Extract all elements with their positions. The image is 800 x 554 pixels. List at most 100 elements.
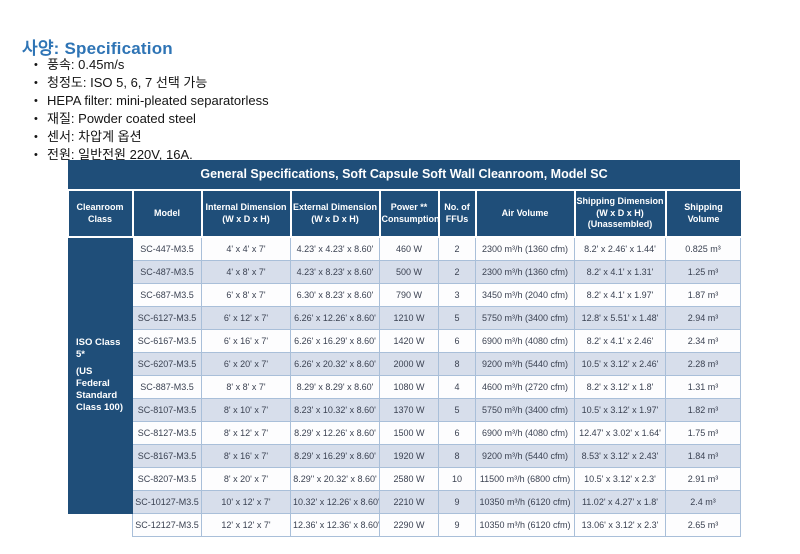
ffu-count-cell: 2 [438,260,476,284]
air-volume-cell: 4600 m³/h (2720 cfm) [475,375,575,399]
external-dimension-cell: 8.29' x 16.29' x 8.60' [290,444,380,468]
model-cell: SC-8207-M3.5 [132,467,202,491]
power-consumption-cell: 1500 W [379,421,439,445]
power-consumption-cell: 500 W [379,260,439,284]
spec-bullet-list-top: 풍속: 0.45m/s 청정도: ISO 5, 6, 7 선택 가능 HEPA … [34,56,269,110]
shipping-volume-cell: 1.75 m³ [665,421,741,445]
ffu-count-cell: 2 [438,236,476,261]
air-volume-cell: 6900 m³/h (4080 cfm) [475,421,575,445]
column-header-power-consumption: Power ** Consumption [378,191,440,238]
model-cell: SC-8107-M3.5 [132,398,202,422]
air-volume-cell: 11500 m³/h (6800 cfm) [475,467,575,491]
ffu-count-cell: 9 [438,513,476,537]
table-row: SC-887-M3.5 8' x 8' x 7' 8.29' x 8.29' x 8… [69,375,741,399]
ffu-count-cell: 3 [438,283,476,307]
column-header-internal-dimension: Internal Dimension (W x D x H) [200,191,292,238]
internal-dimension-cell: 10' x 12' x 7' [201,490,291,514]
table-row: SC-8207-M3.5 8' x 20' x 7' 8.29'' x 20.32'… [69,467,741,491]
column-header-ffu-count: No. of FFUs [437,191,477,238]
cleanroom-class-line: ISO Class 5* [76,337,121,361]
shipping-volume-cell: 1.82 m³ [665,398,741,422]
spec-table-grid: Cleanroom Class Model Internal Dimension… [68,191,741,537]
shipping-volume-cell: 1.84 m³ [665,444,741,468]
external-dimension-cell: 8.29' x 12.26' x 8.60' [290,421,380,445]
shipping-volume-cell: 2.94 m³ [665,306,741,330]
shipping-dimension-cell: 13.06' x 3.12' x 2.3' [574,513,666,537]
cleanroom-class-empty-cell [68,513,133,537]
bullet-item: 청정도: ISO 5, 6, 7 선택 가능 [34,74,269,92]
shipping-dimension-cell: 8.2' x 3.12' x 1.8' [574,375,666,399]
table-header-row: Cleanroom Class Model Internal Dimension… [68,191,741,238]
air-volume-cell: 2300 m³/h (1360 cfm) [475,236,575,261]
air-volume-cell: 6900 m³/h (4080 cfm) [475,329,575,353]
model-cell: SC-12127-M3.5 [132,513,202,537]
spec-bullet-list-bottom: 재질: Powder coated steel 센서: 차압계 옵션 전원: 일… [34,110,196,164]
internal-dimension-cell: 8' x 12' x 7' [201,421,291,445]
ffu-count-cell: 5 [438,306,476,330]
model-cell: SC-447-M3.5 [132,236,202,261]
shipping-volume-cell: 2.34 m³ [665,329,741,353]
internal-dimension-cell: 8' x 16' x 7' [201,444,291,468]
ffu-count-cell: 9 [438,490,476,514]
internal-dimension-cell: 6' x 12' x 7' [201,306,291,330]
table-row: SC-687-M3.5 6' x 8' x 7' 6.30' x 8.23' x 8… [69,283,741,307]
spec-table-body: ISO Class 5* (US Federal Standard Class 1… [68,236,741,537]
internal-dimension-cell: 6' x 8' x 7' [201,283,291,307]
cleanroom-class-line: (US Federal Standard Class 100) [76,366,124,413]
model-cell: SC-6127-M3.5 [132,306,202,330]
cleanroom-class-cell: ISO Class 5* (US Federal Standard Class 1… [68,236,133,514]
ffu-count-cell: 5 [438,398,476,422]
power-consumption-cell: 1370 W [379,398,439,422]
ffu-count-cell: 4 [438,375,476,399]
power-consumption-cell: 790 W [379,283,439,307]
power-consumption-cell: 1920 W [379,444,439,468]
column-header-air-volume: Air Volume [474,191,576,238]
internal-dimension-cell: 12' x 12' x 7' [201,513,291,537]
power-consumption-cell: 1080 W [379,375,439,399]
internal-dimension-cell: 4' x 4' x 7' [201,236,291,261]
air-volume-cell: 5750 m³/h (3400 cfm) [475,398,575,422]
model-cell: SC-887-M3.5 [132,375,202,399]
internal-dimension-cell: 8' x 8' x 7' [201,375,291,399]
shipping-volume-cell: 2.4 m³ [665,490,741,514]
external-dimension-cell: 4.23' x 4.23' x 8.60' [290,236,380,261]
external-dimension-cell: 6.26' x 20.32' x 8.60' [290,352,380,376]
shipping-volume-cell: 2.28 m³ [665,352,741,376]
model-cell: SC-8127-M3.5 [132,421,202,445]
column-header-shipping-volume: Shipping Volume [664,191,741,238]
power-consumption-cell: 2580 W [379,467,439,491]
internal-dimension-cell: 6' x 20' x 7' [201,352,291,376]
air-volume-cell: 5750 m³/h (3400 cfm) [475,306,575,330]
ffu-count-cell: 6 [438,421,476,445]
external-dimension-cell: 12.36' x 12.36' x 8.60' [290,513,380,537]
air-volume-cell: 9200 m³/h (5440 cfm) [475,444,575,468]
shipping-dimension-cell: 8.2' x 2.46' x 1.44' [574,236,666,261]
bullet-item: 전원: 일반전원 220V, 16A. [34,146,196,164]
shipping-dimension-cell: 8.2' x 4.1' x 1.31' [574,260,666,284]
model-cell: SC-6167-M3.5 [132,329,202,353]
ffu-count-cell: 8 [438,352,476,376]
table-row: SC-6167-M3.5 6' x 16' x 7' 6.26' x 16.29' … [69,329,741,353]
shipping-volume-cell: 1.25 m³ [665,260,741,284]
air-volume-cell: 3450 m³/h (2040 cfm) [475,283,575,307]
external-dimension-cell: 8.29' x 8.29' x 8.60' [290,375,380,399]
table-row: SC-6207-M3.5 6' x 20' x 7' 6.26' x 20.32' … [69,352,741,376]
page-title: 사양: Specification [22,39,173,58]
model-cell: SC-487-M3.5 [132,260,202,284]
shipping-dimension-cell: 8.53' x 3.12' x 2.43' [574,444,666,468]
column-header-model: Model [131,191,203,238]
spec-table: General Specifications, Soft Capsule Sof… [68,160,741,537]
table-row: SC-10127-M3.5 10' x 12' x 7' 10.32' x 12.2… [69,490,741,514]
bullet-item: 재질: Powder coated steel [34,110,196,128]
external-dimension-cell: 6.26' x 12.26' x 8.60' [290,306,380,330]
shipping-volume-cell: 2.65 m³ [665,513,741,537]
shipping-volume-cell: 2.91 m³ [665,467,741,491]
shipping-dimension-cell: 12.47' x 3.02' x 1.64' [574,421,666,445]
air-volume-cell: 10350 m³/h (6120 cfm) [475,490,575,514]
external-dimension-cell: 4.23' x 8.23' x 8.60' [290,260,380,284]
internal-dimension-cell: 4' x 8' x 7' [201,260,291,284]
air-volume-cell: 10350 m³/h (6120 cfm) [475,513,575,537]
external-dimension-cell: 6.30' x 8.23' x 8.60' [290,283,380,307]
bullet-item: 센서: 차압계 옵션 [34,128,196,146]
